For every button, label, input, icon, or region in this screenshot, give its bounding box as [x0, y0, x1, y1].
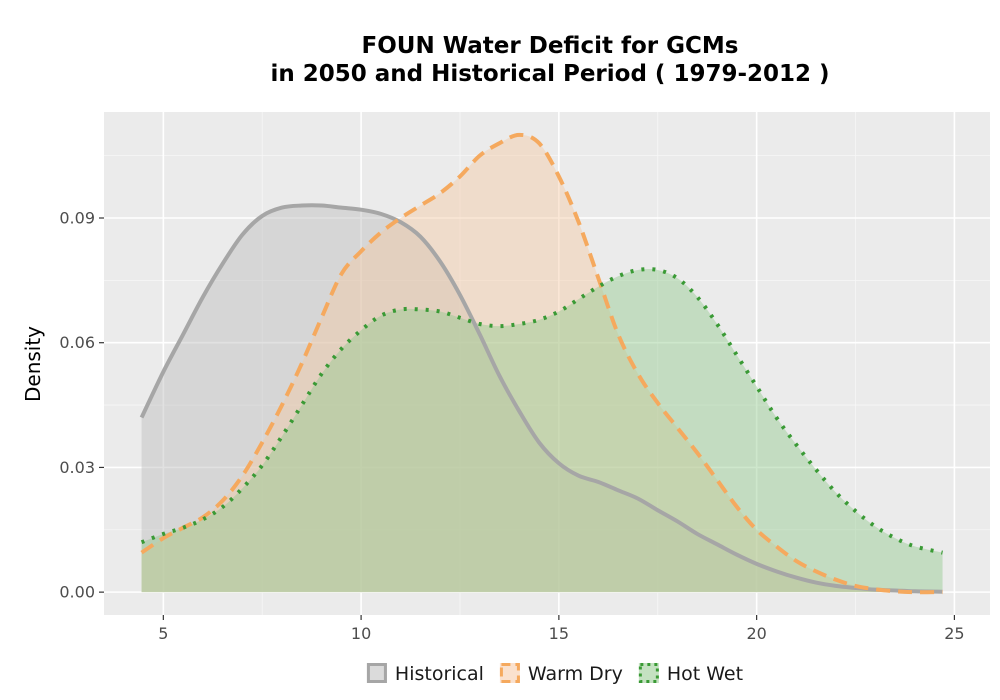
grid-lines — [104, 112, 990, 615]
area-warm-dry — [141, 134, 943, 593]
axes: 5 10 15 20 25 0.00 0.03 0.06 0.09 — [59, 209, 964, 643]
legend-key-historical — [366, 663, 387, 683]
area-historical — [141, 205, 943, 593]
legend-label-historical: Historical — [395, 663, 484, 685]
y-tick-label: 0.06 — [59, 333, 95, 352]
y-tick-label: 0.03 — [59, 458, 95, 477]
legend-key-hot-wet — [638, 663, 659, 683]
chart-title-line-1: FOUN Water Deficit for GCMs — [361, 33, 739, 59]
legend-key-warm-dry — [499, 663, 520, 683]
y-tick-label: 0.00 — [59, 583, 95, 602]
legend-label-warm-dry: Warm Dry — [528, 663, 623, 685]
y-axis-title: Density — [21, 326, 45, 402]
plot-panel — [104, 112, 990, 615]
y-tick-label: 0.09 — [59, 209, 95, 228]
chart-title-line-2: in 2050 and Historical Period ( 1979-201… — [270, 61, 830, 87]
x-tick-label: 5 — [158, 624, 168, 643]
x-tick-label: 10 — [351, 624, 371, 643]
legend: Historical Warm Dry Hot Wet — [366, 663, 743, 685]
x-tick-label: 15 — [549, 624, 569, 643]
density-curves — [139, 132, 943, 595]
curve-warm-dry — [140, 132, 943, 595]
x-tick-label: 20 — [746, 624, 766, 643]
curve-historical — [139, 203, 943, 594]
legend-label-hot-wet: Hot Wet — [667, 663, 743, 685]
x-tick-label: 25 — [944, 624, 964, 643]
